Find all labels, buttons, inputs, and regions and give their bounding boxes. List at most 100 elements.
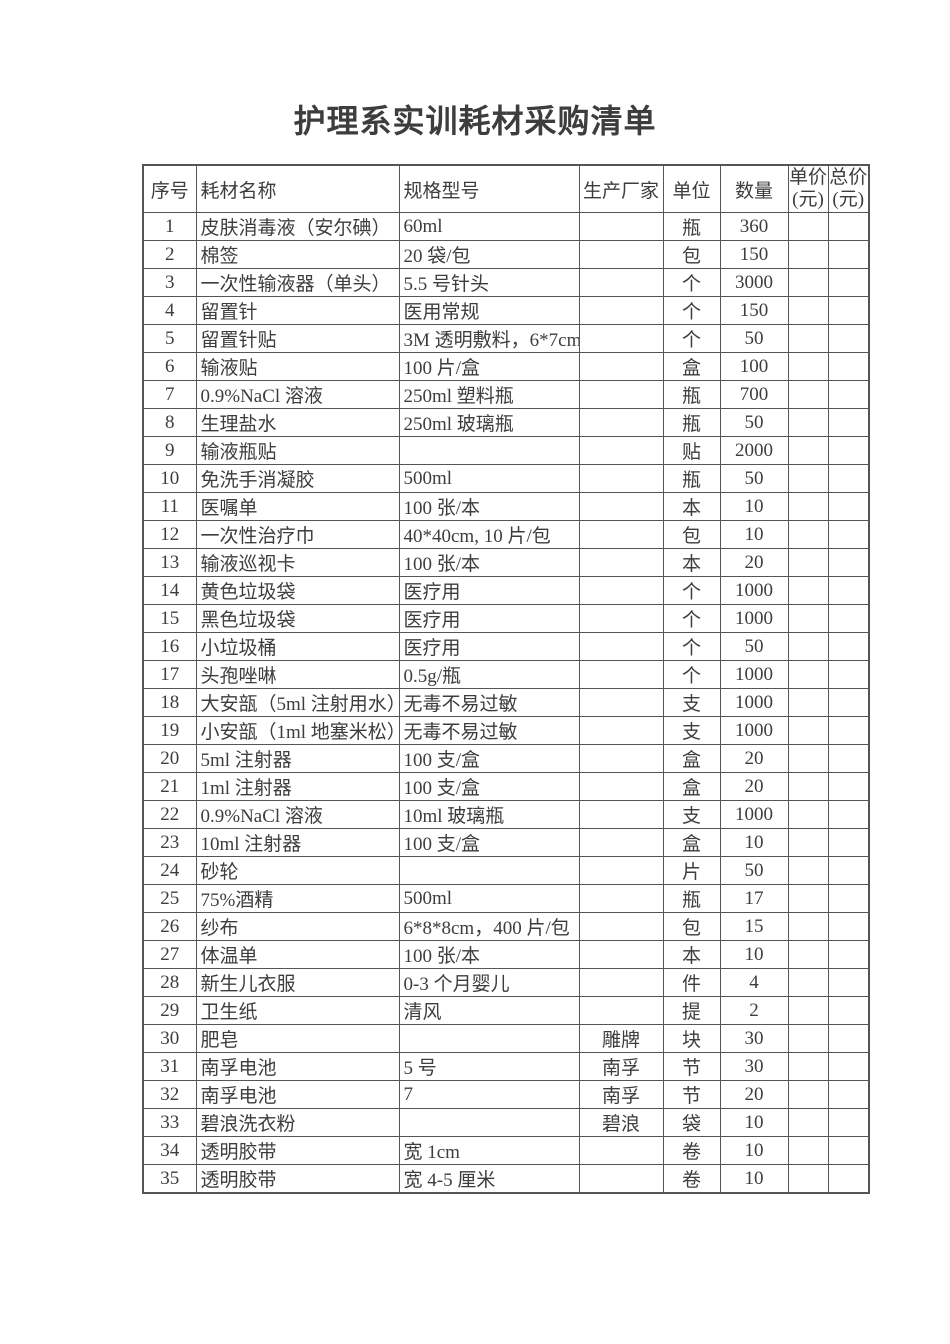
cell-unit: 卷: [662, 1164, 721, 1194]
cell-name: 砂轮: [195, 856, 400, 885]
header-spec: 规格型号: [398, 164, 580, 213]
cell-unit-price: [787, 1164, 829, 1194]
cell-name: 1ml 注射器: [195, 772, 400, 801]
cell-unit-price: [787, 492, 829, 521]
cell-no: 3: [142, 268, 197, 297]
cell-no: 14: [142, 576, 197, 605]
cell-spec: 100 张/本: [398, 492, 580, 521]
cell-spec: 医疗用: [398, 576, 580, 605]
cell-total-price: [827, 352, 870, 381]
page-title: 护理系实训耗材采购清单: [293, 103, 657, 139]
cell-no: 12: [142, 520, 197, 549]
table-row: 24 砂轮 片 50: [142, 856, 870, 885]
cell-spec: 宽 4-5 厘米: [398, 1164, 580, 1194]
cell-name: 头孢唑啉: [195, 660, 400, 689]
cell-unit-price: [787, 576, 829, 605]
cell-maker: [578, 380, 664, 409]
cell-name: 透明胶带: [195, 1136, 400, 1165]
cell-name: 大安瓿（5ml 注射用水）: [195, 688, 400, 717]
cell-no: 29: [142, 996, 197, 1025]
cell-no: 16: [142, 632, 197, 661]
cell-name: 肥皂: [195, 1024, 400, 1053]
cell-unit-price: [787, 884, 829, 913]
cell-unit-price: [787, 296, 829, 325]
cell-maker: [578, 212, 664, 241]
table-row: 9 输液瓶贴 贴 2000: [142, 436, 870, 465]
cell-no: 24: [142, 856, 197, 885]
cell-unit-price: [787, 1080, 829, 1109]
cell-no: 33: [142, 1108, 197, 1137]
cell-name: 0.9%NaCl 溶液: [195, 380, 400, 409]
cell-unit: 瓶: [662, 212, 721, 241]
table-row: 28 新生儿衣服 0-3 个月婴儿 件 4: [142, 968, 870, 997]
cell-qty: 20: [719, 548, 789, 577]
header-total-price: 总价 (元): [827, 164, 870, 213]
header-qty: 数量: [719, 164, 789, 213]
header-total-price-line1: 总价: [829, 167, 868, 189]
cell-qty: 10: [719, 1136, 789, 1165]
cell-unit: 瓶: [662, 380, 721, 409]
cell-qty: 700: [719, 380, 789, 409]
table-row: 5 留置针贴 3M 透明敷料，6*7cm 个 50: [142, 324, 870, 353]
cell-spec: 500ml: [398, 464, 580, 493]
cell-unit: 卷: [662, 1136, 721, 1165]
table-row: 16 小垃圾桶 医疗用 个 50: [142, 632, 870, 661]
cell-maker: [578, 464, 664, 493]
cell-maker: [578, 800, 664, 829]
cell-unit: 个: [662, 576, 721, 605]
cell-maker: [578, 772, 664, 801]
cell-maker: [578, 548, 664, 577]
cell-no: 35: [142, 1164, 197, 1194]
cell-no: 32: [142, 1080, 197, 1109]
cell-spec: 无毒不易过敏: [398, 688, 580, 717]
cell-total-price: [827, 408, 870, 437]
cell-qty: 1000: [719, 576, 789, 605]
cell-spec: 0.5g/瓶: [398, 660, 580, 689]
cell-unit: 个: [662, 632, 721, 661]
cell-qty: 3000: [719, 268, 789, 297]
table-row: 23 10ml 注射器 100 支/盒 盒 10: [142, 828, 870, 857]
table-row: 22 0.9%NaCl 溶液 10ml 玻璃瓶 支 1000: [142, 800, 870, 829]
cell-unit: 提: [662, 996, 721, 1025]
cell-no: 25: [142, 884, 197, 913]
cell-name: 输液巡视卡: [195, 548, 400, 577]
cell-total-price: [827, 324, 870, 353]
cell-spec: 3M 透明敷料，6*7cm: [398, 324, 580, 353]
cell-total-price: [827, 212, 870, 241]
cell-spec: 100 支/盒: [398, 744, 580, 773]
cell-unit: 本: [662, 492, 721, 521]
cell-spec: 40*40cm, 10 片/包: [398, 520, 580, 549]
cell-unit: 瓶: [662, 884, 721, 913]
cell-maker: [578, 408, 664, 437]
cell-qty: 50: [719, 856, 789, 885]
cell-qty: 1000: [719, 716, 789, 745]
cell-no: 13: [142, 548, 197, 577]
table-row: 8 生理盐水 250ml 玻璃瓶 瓶 50: [142, 408, 870, 437]
cell-total-price: [827, 520, 870, 549]
cell-unit: 个: [662, 604, 721, 633]
cell-maker: [578, 1164, 664, 1194]
cell-maker: [578, 492, 664, 521]
table-row: 11 医嘱单 100 张/本 本 10: [142, 492, 870, 521]
cell-no: 18: [142, 688, 197, 717]
cell-unit: 包: [662, 240, 721, 269]
table-row: 7 0.9%NaCl 溶液 250ml 塑料瓶 瓶 700: [142, 380, 870, 409]
cell-qty: 30: [719, 1052, 789, 1081]
cell-name: 0.9%NaCl 溶液: [195, 800, 400, 829]
cell-spec: [398, 856, 580, 885]
cell-qty: 150: [719, 296, 789, 325]
cell-unit-price: [787, 688, 829, 717]
cell-unit: 支: [662, 688, 721, 717]
cell-unit-price: [787, 660, 829, 689]
cell-unit-price: [787, 632, 829, 661]
cell-no: 19: [142, 716, 197, 745]
cell-name: 黑色垃圾袋: [195, 604, 400, 633]
cell-name: 南孚电池: [195, 1080, 400, 1109]
cell-unit: 支: [662, 716, 721, 745]
cell-qty: 150: [719, 240, 789, 269]
cell-total-price: [827, 800, 870, 829]
cell-qty: 50: [719, 464, 789, 493]
cell-maker: [578, 296, 664, 325]
table-row: 25 75%酒精 500ml 瓶 17: [142, 884, 870, 913]
cell-unit-price: [787, 1136, 829, 1165]
